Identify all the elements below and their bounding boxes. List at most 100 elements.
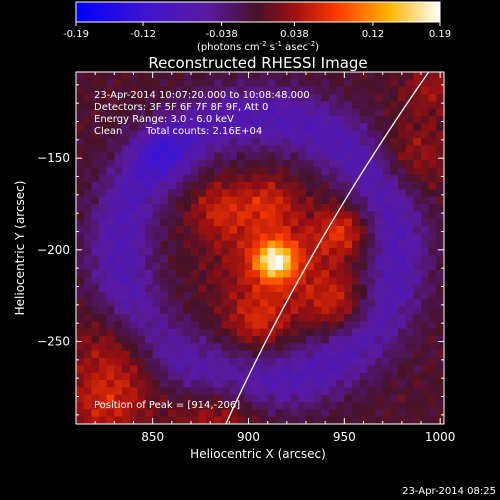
heatmap-cell	[152, 145, 161, 154]
heatmap-cell	[313, 394, 322, 403]
heatmap-cell	[428, 130, 437, 139]
heatmap-cell	[405, 204, 414, 212]
heatmap-cell	[298, 372, 307, 381]
heatmap-cell	[428, 262, 437, 271]
heatmap-cell	[152, 380, 161, 388]
heatmap-cell	[76, 211, 85, 220]
heatmap-cell	[221, 336, 230, 344]
heatmap-cell	[229, 152, 238, 161]
heatmap-cell	[198, 174, 207, 183]
heatmap-cell	[382, 189, 391, 198]
heatmap-cell	[106, 387, 115, 396]
heatmap-cell	[413, 387, 422, 396]
y-tick-label: −150	[37, 151, 70, 165]
heatmap-cell	[329, 204, 338, 212]
heatmap-cell	[367, 101, 376, 110]
heatmap-cell	[183, 306, 192, 315]
heatmap-cell	[390, 277, 399, 286]
heatmap-cell	[352, 233, 361, 242]
heatmap-cell	[382, 416, 391, 424]
heatmap-cell	[106, 314, 115, 322]
heatmap-cell	[329, 116, 338, 124]
heatmap-cell	[252, 350, 261, 359]
heatmap-cell	[83, 167, 92, 176]
heatmap-cell	[405, 248, 414, 256]
heatmap-cell	[183, 409, 192, 418]
heatmap-cell	[229, 79, 238, 88]
colorbar-tick-label: -0.12	[130, 29, 156, 40]
heatmap-cell	[114, 101, 123, 110]
heatmap-cell	[421, 292, 430, 300]
heatmap-cell	[175, 130, 184, 139]
heatmap-cell	[244, 358, 253, 366]
heatmap-cell	[405, 160, 414, 168]
heatmap-cell	[367, 365, 376, 374]
heatmap-cell	[214, 152, 223, 161]
heatmap-cell	[229, 394, 238, 403]
heatmap-cell	[405, 116, 414, 124]
heatmap-cell	[122, 358, 131, 366]
heatmap-cell	[321, 72, 330, 80]
heatmap-cell	[352, 167, 361, 176]
heatmap-cell	[244, 321, 253, 330]
heatmap-cell	[83, 174, 92, 183]
heatmap-cell	[306, 218, 315, 227]
heatmap-cell	[168, 116, 177, 124]
heatmap-cell	[344, 160, 353, 168]
heatmap-cell	[137, 218, 146, 227]
heatmap-cell	[168, 328, 177, 337]
heatmap-cell	[206, 86, 215, 95]
heatmap-cell	[344, 372, 353, 381]
heatmap-cell	[313, 196, 322, 205]
heatmap-cell	[359, 365, 368, 374]
heatmap-cell	[137, 174, 146, 183]
heatmap-cell	[137, 152, 146, 161]
heatmap-cell	[99, 152, 108, 161]
heatmap-cell	[252, 167, 261, 176]
heatmap-cell	[106, 402, 115, 410]
heatmap-cell	[114, 189, 123, 198]
heatmap-cell	[76, 284, 85, 293]
heatmap-cell	[137, 270, 146, 278]
heatmap-cell	[283, 233, 292, 242]
heatmap-cell	[359, 189, 368, 198]
heatmap-cell	[290, 123, 299, 132]
heatmap-cell	[175, 394, 184, 403]
heatmap-cell	[160, 72, 169, 80]
plot-frame	[75, 71, 445, 425]
heatmap-cell	[336, 409, 345, 418]
heatmap-cell	[336, 167, 345, 176]
heatmap-cell	[298, 123, 307, 132]
heatmap-cell	[206, 416, 215, 424]
heatmap-cell	[390, 152, 399, 161]
colorbar-tick-label: -0.19	[63, 29, 89, 40]
heatmap-cell	[267, 270, 276, 278]
heatmap-cell	[129, 145, 138, 154]
heatmap-cell	[336, 416, 345, 424]
heatmap-cell	[413, 336, 422, 344]
heatmap-cell	[122, 152, 131, 161]
heatmap-cell	[237, 240, 246, 249]
heatmap-cell	[191, 343, 200, 352]
heatmap-cell	[375, 292, 384, 300]
heatmap-cell	[137, 211, 146, 220]
heatmap-cell	[306, 365, 315, 374]
heatmap-cell	[413, 72, 422, 80]
heatmap-cell	[352, 72, 361, 80]
heatmap-cell	[359, 402, 368, 410]
heatmap-cell	[206, 365, 215, 374]
heatmap-cell	[129, 394, 138, 403]
heatmap-cell	[267, 350, 276, 359]
heatmap-cell	[405, 174, 414, 183]
heatmap-cell	[214, 284, 223, 293]
heatmap-cell	[191, 218, 200, 227]
heatmap-cell	[91, 416, 100, 424]
heatmap-cell	[390, 145, 399, 154]
heatmap-cell	[252, 409, 261, 418]
heatmap-cell	[436, 226, 444, 234]
heatmap-cell	[306, 233, 315, 242]
heatmap-cell	[198, 145, 207, 154]
heatmap-cell	[114, 372, 123, 381]
heatmap-cell	[405, 86, 414, 95]
heatmap-cell	[206, 394, 215, 403]
